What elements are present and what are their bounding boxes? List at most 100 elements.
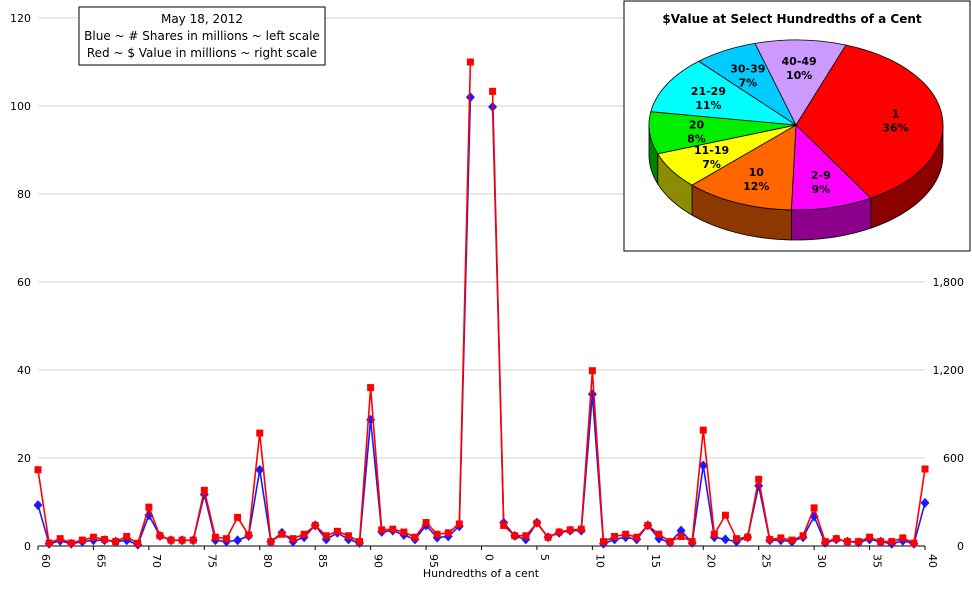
value-point <box>644 521 652 529</box>
value-point <box>455 520 463 528</box>
value-point <box>145 503 153 511</box>
value-point <box>311 521 319 529</box>
x-tick-label: 15 <box>649 554 662 568</box>
legend-red-line: Red ~ $ Value in millions ~ right scale <box>87 46 317 60</box>
pie-percent-label: 7% <box>739 76 758 89</box>
pie-label: 2-9 <box>811 169 831 182</box>
x-tick-label: 0 <box>483 554 496 561</box>
pie-percent-label: 10% <box>786 69 812 82</box>
value-point <box>422 519 430 527</box>
value-point <box>178 536 186 544</box>
value-point <box>666 538 674 546</box>
series-line-value <box>491 91 926 545</box>
legend-box-frame <box>78 6 326 66</box>
x-tick-label: 85 <box>316 554 329 568</box>
value-point <box>744 533 752 541</box>
right-tick-label: 600 <box>943 452 964 465</box>
value-point <box>389 525 397 533</box>
value-point <box>344 532 352 540</box>
value-point <box>356 538 364 546</box>
shares-point <box>920 497 930 508</box>
pie-slice-40-49 <box>754 39 847 126</box>
value-point <box>733 535 741 543</box>
value-point <box>489 87 497 95</box>
x-tick-label: 80 <box>261 554 274 568</box>
legend-blue-line: Blue ~ # Shares in millions ~ left scale <box>84 29 320 43</box>
value-point <box>333 527 341 535</box>
shares-point <box>33 500 43 511</box>
pie-chart: $Value at Select Hundredths of a Cent 13… <box>623 0 971 252</box>
x-tick-label: 70 <box>150 554 163 568</box>
x-tick-label: 75 <box>205 554 218 568</box>
value-point <box>577 525 585 533</box>
right-y-axis: 0 600 1,200 1,800 <box>933 276 965 553</box>
value-point <box>200 486 208 494</box>
pie-label: 10 <box>749 166 765 179</box>
value-point <box>721 511 729 519</box>
value-point <box>101 535 109 543</box>
value-point <box>555 528 563 536</box>
left-tick-label: 0 <box>24 540 31 553</box>
value-point <box>89 533 97 541</box>
value-point <box>112 538 120 546</box>
x-axis-label: Hundredths of a cent <box>423 567 540 580</box>
left-tick-label: 60 <box>17 276 31 289</box>
pie-percent-label: 8% <box>687 132 706 145</box>
value-point <box>34 466 42 474</box>
value-point <box>45 539 53 547</box>
value-point <box>378 526 386 534</box>
value-point <box>533 519 541 527</box>
right-tick-label: 1,800 <box>933 276 965 289</box>
value-point <box>256 429 264 437</box>
x-tick-label: 40 <box>926 554 939 568</box>
pie-percent-label: 7% <box>702 158 721 171</box>
shares-point <box>698 460 708 471</box>
value-point <box>167 536 175 544</box>
right-tick-label: 0 <box>957 540 964 553</box>
value-point <box>544 533 552 541</box>
shares-point <box>587 389 597 400</box>
value-point <box>588 367 596 375</box>
pie-body: 136%2-99%1012%11-197%208%21-2911%30-397%… <box>648 39 944 241</box>
value-point <box>755 475 763 483</box>
value-point <box>888 538 896 546</box>
value-point <box>566 526 574 534</box>
pie-percent-label: 12% <box>743 180 769 193</box>
value-point <box>278 530 286 538</box>
pie-percent-label: 11% <box>695 99 721 112</box>
value-point <box>710 530 718 538</box>
value-point <box>500 521 508 529</box>
value-point <box>788 536 796 544</box>
value-point <box>78 536 86 544</box>
x-tick-label: 90 <box>372 554 385 568</box>
value-point <box>777 534 785 542</box>
value-point <box>899 534 907 542</box>
value-point <box>67 539 75 547</box>
value-point <box>799 532 807 540</box>
value-point <box>466 58 474 66</box>
value-point <box>444 529 452 537</box>
value-point <box>877 538 885 546</box>
pie-label: 30-39 <box>730 62 765 75</box>
pie-label: 40-49 <box>782 55 817 68</box>
pie-label: 21-29 <box>691 85 726 98</box>
value-point <box>134 539 142 547</box>
x-tick-label: 25 <box>760 554 773 568</box>
value-point <box>611 532 619 540</box>
pie-percent-label: 36% <box>882 122 908 135</box>
value-point <box>622 530 630 538</box>
value-point <box>677 532 685 540</box>
x-tick-label: 30 <box>815 554 828 568</box>
value-point <box>267 538 275 546</box>
value-point <box>655 530 663 538</box>
value-point <box>810 504 818 512</box>
left-tick-label: 40 <box>17 364 31 377</box>
left-tick-label: 120 <box>10 12 31 25</box>
pie-slice-21-29 <box>650 60 797 126</box>
pie-label: 20 <box>689 118 705 131</box>
left-tick-label: 20 <box>17 452 31 465</box>
pie-title: $Value at Select Hundredths of a Cent <box>662 12 921 26</box>
legend-date: May 18, 2012 <box>161 12 243 26</box>
x-tick-label: 20 <box>704 554 717 568</box>
value-point <box>245 531 253 539</box>
